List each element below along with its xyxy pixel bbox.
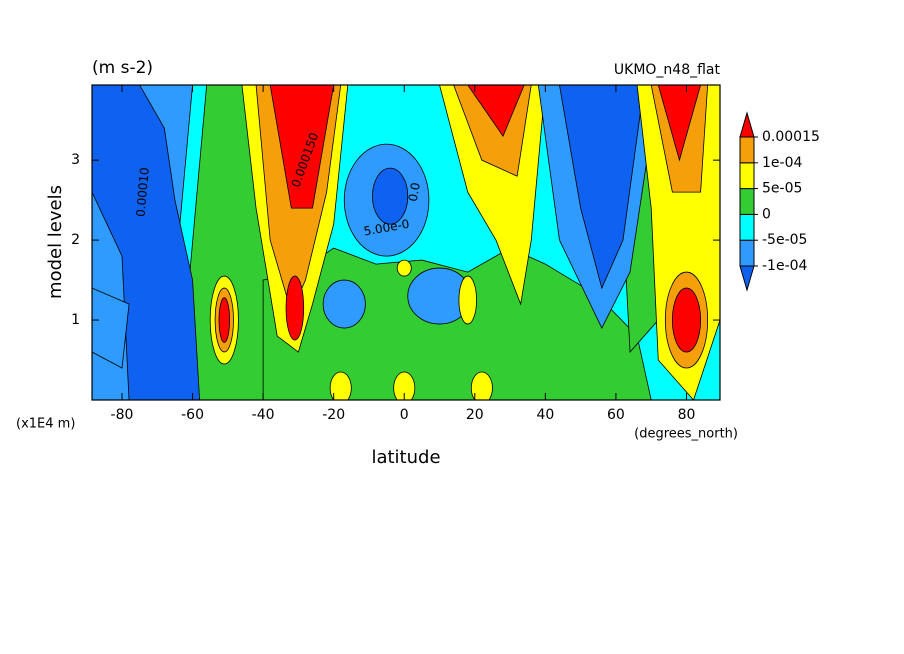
colorbar-box [739,188,755,215]
x-tick-label: 0 [400,407,409,423]
x-tick-label: 40 [536,407,554,423]
x-axis-label: latitude [371,447,440,468]
contour-band [559,85,645,290]
contour-band [92,85,201,400]
colorbar-triangle [739,265,755,292]
colorbar-label: 0.00015 [762,129,820,145]
contour-band [396,259,412,277]
colorbar-label: -1e-04 [762,258,808,274]
colorbar-box [739,239,755,267]
x-tick-label: -20 [322,407,345,423]
colorbar-triangle [739,111,755,138]
contour-band [329,371,352,400]
x-tick-label: 20 [466,407,484,423]
colorbar-box [739,162,755,190]
x-tick-label: 60 [607,407,625,423]
y-tick-label: 3 [71,152,80,168]
contour-band [458,275,477,325]
contour-band [269,85,335,209]
colorbar-box [739,213,755,241]
chart-subtitle: UKMO_n48_flat [614,62,721,78]
colorbar-box [739,136,755,164]
contour-label: 0.0 [406,181,423,202]
x-unit: (degrees_north) [634,427,738,442]
x-tick-label: -80 [111,407,134,423]
contour-band [657,85,702,162]
contour-band [372,167,409,225]
y-tick-label: 2 [71,232,80,248]
contour-band [92,287,130,369]
contour-band [218,297,230,343]
x-tick-label: 80 [678,407,696,423]
contour-band [470,371,493,400]
contour-band [671,287,701,353]
y-axis-label: model levels [45,185,66,299]
contour-band [322,279,366,329]
y-tick-label: 1 [71,312,80,328]
contour-band [178,85,271,400]
colorbar-label: 0 [762,206,771,222]
colorbar-label: -5e-05 [762,232,807,248]
colorbar-label: 1e-04 [762,155,802,171]
y-unit: (x1E4 m) [16,417,75,432]
contour-label: 0.00010 [134,167,152,218]
colorbar-label: 5e-05 [762,181,802,197]
contour-band [285,275,305,341]
contour-band [393,371,416,400]
plot-frame [91,84,721,401]
x-tick-label: -40 [252,407,275,423]
chart-title: (m s-2) [92,58,153,78]
x-tick-label: -60 [181,407,204,423]
contour-band [467,85,525,138]
